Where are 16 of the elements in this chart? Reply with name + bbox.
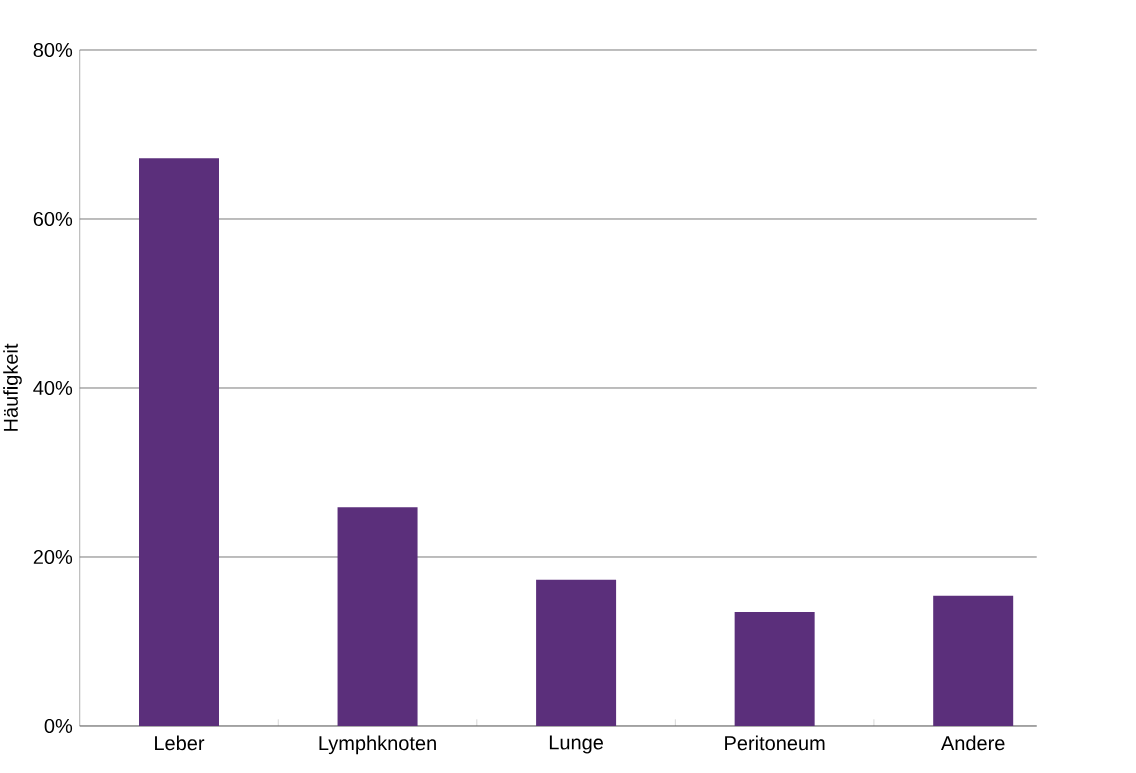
y-tick-label: 60%	[33, 211, 73, 227]
x-tick-label: Lymphknoten	[319, 735, 436, 755]
x-tick-label: Lunge	[549, 735, 603, 754]
bar	[139, 158, 219, 726]
y-tick-label: 80%	[33, 42, 73, 58]
bar	[536, 579, 617, 726]
y-tick-label: 40%	[33, 380, 73, 396]
x-tick-label: Leber	[155, 735, 205, 751]
bar	[337, 507, 418, 726]
bar	[933, 595, 1014, 726]
bar	[734, 611, 815, 726]
x-tick-label: Andere	[940, 735, 1005, 751]
y-tick-label: 20%	[33, 549, 73, 565]
y-axis-title: Häufigkeit	[3, 343, 22, 431]
y-tick-label: 0%	[44, 718, 73, 734]
x-tick-label: Peritoneum	[725, 735, 825, 751]
